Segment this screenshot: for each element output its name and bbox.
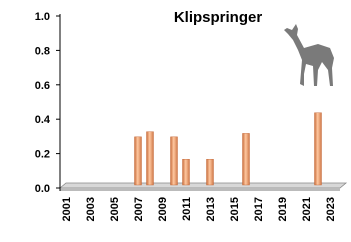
bar	[171, 137, 178, 185]
y-tick-label: 1.0	[35, 11, 50, 23]
x-tick-label: 2011	[181, 197, 193, 221]
x-tick-label: 2015	[229, 197, 241, 221]
x-tick-label: 2005	[109, 197, 121, 221]
x-tick-label: 2001	[61, 197, 73, 221]
y-tick-label: 0.2	[35, 149, 50, 161]
bar	[147, 132, 154, 185]
bar	[207, 159, 214, 185]
x-tick-label: 2013	[205, 197, 217, 221]
y-tick-label: 0.8	[35, 45, 50, 57]
x-tick-label: 2009	[157, 197, 169, 221]
klipspringer-icon	[284, 24, 334, 86]
floor-edge	[60, 188, 340, 191]
chart-title: Klipspringer	[174, 9, 263, 26]
floor	[60, 183, 346, 188]
bar	[315, 113, 322, 185]
bar	[183, 159, 190, 185]
x-tick-label: 2007	[133, 197, 145, 221]
y-tick-label: 0.4	[35, 114, 51, 126]
bar	[243, 133, 250, 185]
y-tick-label: 0.6	[35, 80, 50, 92]
chart: Klipspringer 0.0 0.2 0.4 0.6 0.8 1.0 2001 2003 2…	[0, 0, 351, 242]
y-tick-label: 0.0	[35, 183, 50, 195]
x-tick-label: 2021	[301, 197, 313, 221]
bar	[135, 137, 142, 185]
x-tick-label: 2023	[325, 197, 337, 221]
page: {"chart_data": {"type": "bar", "title": …	[0, 0, 351, 242]
x-tick-label: 2019	[277, 197, 289, 221]
x-tick-label: 2017	[253, 197, 265, 221]
x-tick-label: 2003	[85, 197, 97, 221]
